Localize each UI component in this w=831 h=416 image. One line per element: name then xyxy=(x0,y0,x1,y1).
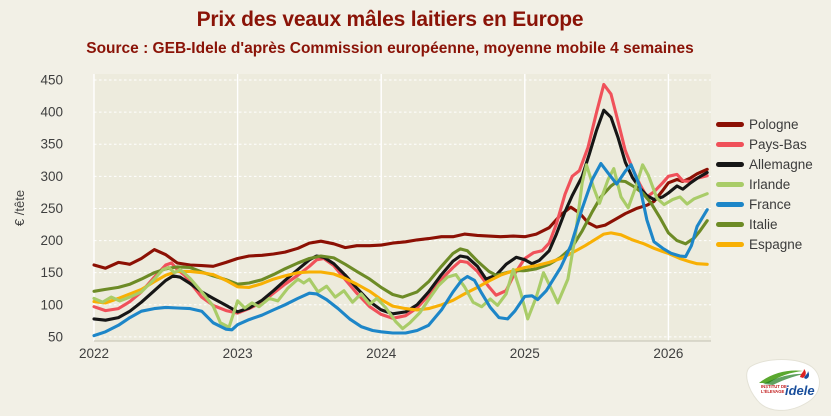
legend-label-pologne: Pologne xyxy=(749,116,799,132)
x-tick-label-2023: 2023 xyxy=(223,346,253,361)
legend-item-espagne: Espagne xyxy=(716,234,813,254)
series-line-irlande xyxy=(92,163,709,331)
y-tick-label-400: 400 xyxy=(40,105,63,120)
y-tick-label-200: 200 xyxy=(40,233,63,248)
y-tick-label-350: 350 xyxy=(40,137,63,152)
legend: Pologne Pays-Bas Allemagne Irlande France Ita… xyxy=(716,114,813,254)
series-line-espagne xyxy=(92,231,709,312)
legend-swatch-espagne xyxy=(716,241,744,247)
legend-swatch-italie xyxy=(716,221,744,227)
legend-item-italie: Italie xyxy=(716,214,813,234)
x-tick-label-2024: 2024 xyxy=(366,346,397,361)
legend-label-espagne: Espagne xyxy=(749,236,803,252)
series-line-pays-bas xyxy=(92,82,709,320)
x-tick-label-2022: 2022 xyxy=(79,346,109,361)
legend-swatch-allemagne xyxy=(716,161,744,167)
legend-item-irlande: Irlande xyxy=(716,174,813,194)
x-tick-label-2025: 2025 xyxy=(510,346,540,361)
page-title: Prix des veaux mâles laitiers en Europe xyxy=(196,8,584,31)
legend-label-pays-bas: Pays-Bas xyxy=(749,136,807,152)
legend-item-allemagne: Allemagne xyxy=(716,154,813,174)
x-tick-label-2026: 2026 xyxy=(653,346,683,361)
series-line-france xyxy=(92,161,709,338)
logo-org-main: idele xyxy=(785,383,815,398)
logo-org-line1: INSTITUT DE xyxy=(761,384,787,389)
page-subtitle: Source : GEB-Idele d'après Commission eu… xyxy=(86,40,694,57)
legend-swatch-france xyxy=(716,201,744,207)
logo-swoosh xyxy=(759,370,803,383)
idele-logo: INSTITUT DE L'ÉLEVAGE idele xyxy=(746,359,820,411)
y-tick-label-450: 450 xyxy=(40,73,63,88)
legend-label-allemagne: Allemagne xyxy=(749,156,813,172)
y-tick-label-50: 50 xyxy=(48,329,63,344)
legend-swatch-pays-bas xyxy=(716,141,744,147)
legend-label-irlande: Irlande xyxy=(749,176,791,192)
legend-swatch-pologne xyxy=(716,121,744,127)
y-tick-label-150: 150 xyxy=(40,265,63,280)
legend-swatch-irlande xyxy=(716,181,744,187)
y-tick-label-100: 100 xyxy=(40,297,63,312)
plot-area xyxy=(94,74,711,341)
legend-item-pays-bas: Pays-Bas xyxy=(716,134,813,154)
logo-swoosh-dark xyxy=(763,373,805,385)
logo-org-line2: L'ÉLEVAGE xyxy=(761,389,784,394)
legend-item-pologne: Pologne xyxy=(716,114,813,134)
series-line-pologne xyxy=(92,167,709,270)
logo-pick-shape xyxy=(746,359,820,411)
legend-label-italie: Italie xyxy=(749,216,778,232)
y-tick-label-250: 250 xyxy=(40,201,63,216)
y-axis-label: € /tête xyxy=(12,190,27,226)
y-tick-label-300: 300 xyxy=(40,169,63,184)
logo-flame xyxy=(800,369,806,378)
legend-item-france: France xyxy=(716,194,813,214)
logo-flame-blue xyxy=(804,371,810,379)
legend-label-france: France xyxy=(749,196,792,212)
